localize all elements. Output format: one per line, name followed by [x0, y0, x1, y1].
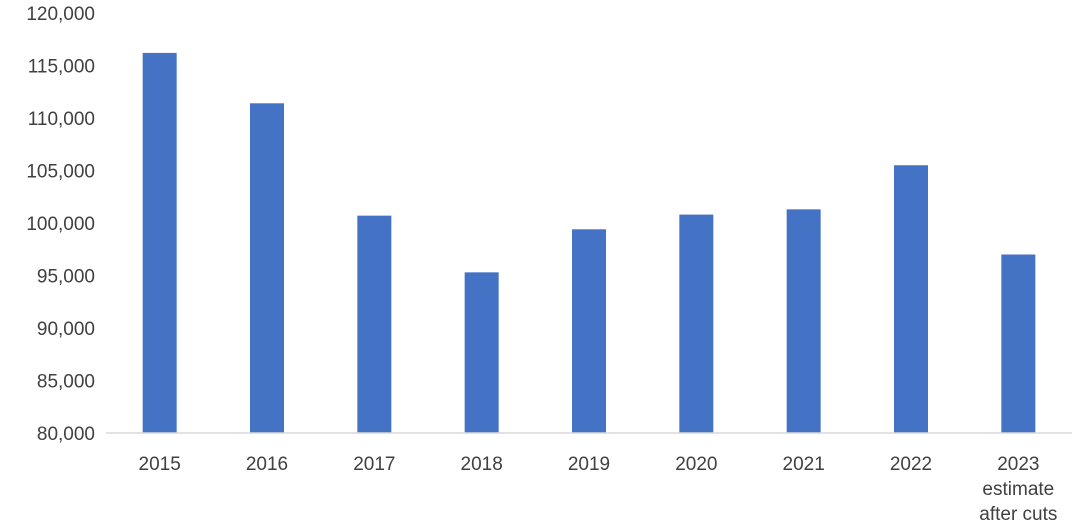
x-tick-label-line: 2017: [353, 454, 395, 475]
x-axis: 2015 2016 2017 2018 2019 2020 2021 2022 2023 esti…: [139, 454, 1058, 525]
y-tick-label: 105,000: [26, 162, 95, 183]
y-tick-label: 120,000: [26, 4, 95, 25]
x-tick-label: 2017: [353, 454, 395, 475]
y-tick-label: 95,000: [37, 267, 95, 288]
y-tick-label: 100,000: [26, 214, 95, 235]
bar: [572, 229, 606, 433]
x-tick-label-line: 2015: [139, 454, 181, 475]
x-tick-label: 2016: [246, 454, 288, 475]
bar: [357, 215, 392, 433]
bar: [679, 214, 714, 433]
x-tick-label-line: 2022: [890, 454, 932, 475]
x-tick-label: 2020: [675, 454, 717, 475]
x-tick-label-line: after cuts: [979, 504, 1057, 525]
x-tick-label: 2018: [461, 454, 503, 475]
y-tick-label: 110,000: [28, 109, 95, 130]
y-tick-label: 90,000: [37, 319, 95, 340]
y-tick-label: 115,000: [28, 57, 95, 78]
y-tick-label: 80,000: [37, 424, 95, 445]
bar: [894, 165, 928, 433]
x-tick-label-line: 2023: [997, 454, 1039, 475]
bar: [250, 103, 284, 434]
y-axis: 80,000 85,000 90,000 95,000 100,000 105,000 11…: [26, 4, 95, 445]
bar: [142, 52, 177, 434]
x-tick-label-line: 2018: [461, 454, 503, 475]
x-tick-label: 2021: [783, 454, 825, 475]
bar: [1001, 254, 1036, 433]
x-tick-label-line: 2021: [783, 454, 825, 475]
bar: [786, 209, 821, 433]
x-tick-label: 2015: [139, 454, 181, 475]
bar: [464, 272, 499, 433]
x-tick-label-line: estimate: [982, 479, 1054, 500]
x-tick-label-line: 2016: [246, 454, 288, 475]
x-tick-label-line: 2019: [568, 454, 610, 475]
bars: [142, 52, 1036, 434]
x-tick-label-line: 2020: [675, 454, 717, 475]
y-tick-label: 85,000: [37, 372, 95, 393]
x-tick-label: 2022: [890, 454, 932, 475]
x-tick-label: 2019: [568, 454, 610, 475]
x-tick-label: 2023 estimate after cuts: [979, 454, 1057, 525]
